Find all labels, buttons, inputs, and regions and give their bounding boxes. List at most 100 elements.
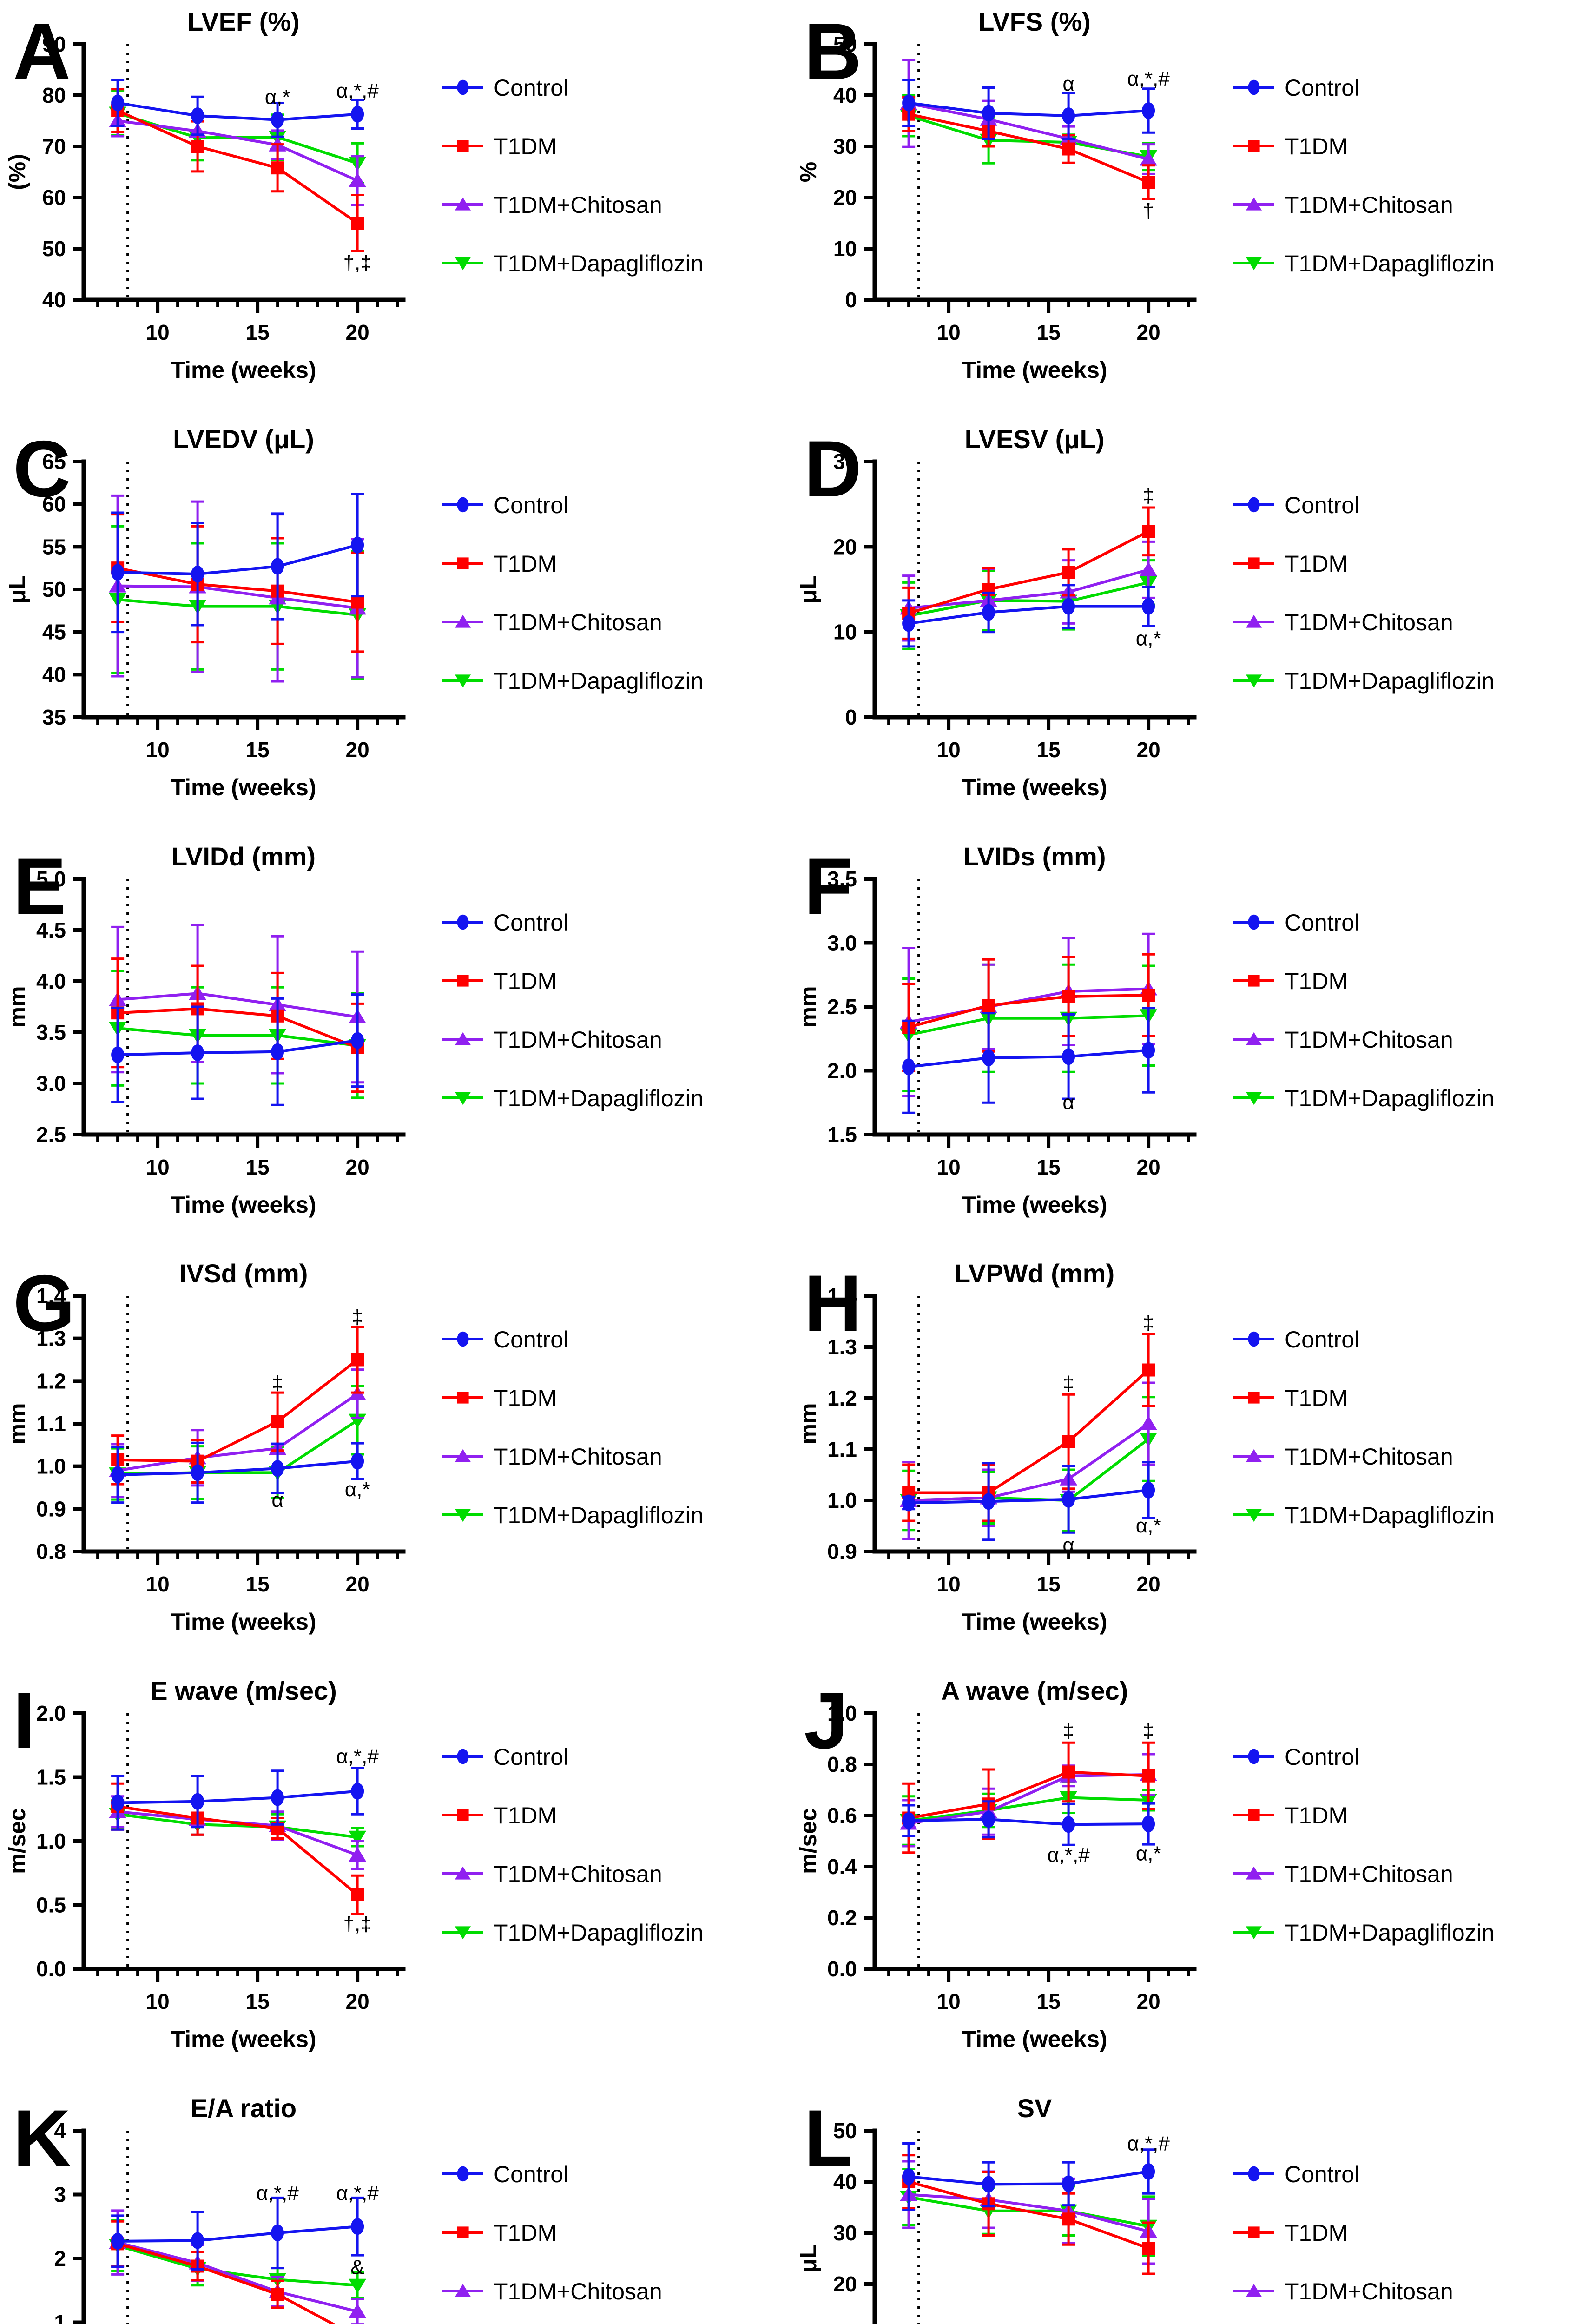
legend-item-T1DM+Dapagliflozin: T1DM+Dapagliflozin (442, 251, 704, 277)
legend-label: T1DM+Dapagliflozin (1285, 1502, 1495, 1528)
marker-circle (982, 1049, 995, 1066)
legend: ControlT1DMT1DM+ChitosanT1DM+Dapaglifloz… (442, 2161, 662, 2304)
y-tick-label: 2.0 (36, 1701, 66, 1725)
y-tick-label: 3.0 (827, 931, 857, 955)
legend-item-T1DM+Chitosan: T1DM+Chitosan (442, 192, 662, 218)
series-line (908, 102, 1149, 161)
series-line (908, 2170, 1149, 2186)
x-axis-label: Time (weeks) (962, 774, 1107, 800)
marker-triangle-up (1246, 1032, 1262, 1045)
axes (81, 877, 406, 1137)
series-line (908, 1770, 1149, 1820)
y-tick-label: 1.4 (827, 1284, 857, 1308)
marker-square (457, 1809, 469, 1821)
series-line (117, 2244, 358, 2287)
marker-square (1062, 142, 1075, 156)
marker-triangle-up (1140, 151, 1158, 166)
legend-item-T1DM+Dapagliflozin: T1DM+Dapagliflozin (442, 1085, 704, 1111)
legend-item-T1DM+Dapagliflozin: T1DM+Dapagliflozin (1233, 1502, 1495, 1528)
marker-triangle-up (1246, 1866, 1262, 1880)
marker-circle (457, 497, 469, 512)
marker-circle (351, 1783, 364, 1800)
x-tick-label: 10 (146, 1572, 170, 1596)
marker-square (1248, 1392, 1260, 1404)
legend-label: Control (494, 75, 568, 101)
panel-I: I E wave (m/sec) m/sec 0.0 0.5 1.0 1.5 2.0 10 15 2… (0, 1669, 791, 2086)
marker-square (457, 1392, 469, 1404)
marker-circle (1062, 2175, 1075, 2192)
marker-triangle-up (1246, 614, 1262, 628)
legend-item-T1DM: T1DM (442, 551, 557, 577)
y-tick-label: 50 (42, 577, 66, 601)
legend-label: Control (1285, 75, 1359, 101)
marker-circle (1142, 598, 1155, 615)
series-line (908, 993, 1149, 1029)
legend-item-T1DM+Chitosan: T1DM+Chitosan (1233, 1027, 1453, 1053)
panel-title: LVIDd (mm) (171, 842, 316, 871)
series-Control (111, 492, 364, 633)
panel-title: E wave (m/sec) (150, 1676, 337, 1705)
marker-circle (1062, 107, 1075, 124)
legend-item-T1DM+Dapagliflozin: T1DM+Dapagliflozin (1233, 1085, 1495, 1111)
marker-square (351, 595, 364, 609)
marker-circle (457, 914, 469, 930)
panel-letter: H (804, 1259, 862, 1348)
x-tick-label: 15 (1037, 1155, 1061, 1179)
y-axis-label: m/sec (4, 1808, 30, 1874)
marker-square (351, 1353, 364, 1367)
significance-annotation: †,‡ (343, 251, 372, 274)
series-Control (111, 1767, 364, 1831)
x-tick-label: 10 (146, 738, 170, 762)
marker-circle (982, 2176, 995, 2193)
y-tick-label: 35 (42, 705, 66, 729)
significance-annotation: α (271, 1489, 283, 1512)
legend-item-T1DM: T1DM (442, 2220, 557, 2246)
panel-F: F LVIDs (mm) mm 1.5 2.0 2.5 3.0 3.5 10 15 20 Time (… (791, 835, 1582, 1252)
legend-label: Control (1285, 1327, 1359, 1353)
y-tick-label: 0.5 (36, 1893, 66, 1917)
y-tick-label: 0 (845, 288, 857, 312)
marker-square (271, 1415, 284, 1428)
y-tick-label: 30 (833, 134, 857, 158)
legend-label: T1DM+Chitosan (494, 609, 662, 635)
x-tick-label: 20 (346, 1155, 369, 1179)
series-T1DM+Dapagliflozin (900, 1396, 1158, 1532)
significance-annotation: ‡ (352, 1306, 363, 1328)
series-line (117, 1007, 358, 1049)
legend-item-T1DM: T1DM (1233, 1802, 1348, 1829)
series-line (117, 1813, 358, 1839)
series-Control (902, 79, 1155, 140)
x-axis-label: Time (weeks) (171, 1609, 316, 1635)
marker-circle (351, 536, 364, 554)
y-tick-label: 50 (833, 32, 857, 56)
marker-triangle-up (455, 1449, 471, 1462)
legend-item-Control: Control (442, 2161, 568, 2187)
marker-circle (902, 2168, 916, 2185)
series-line (908, 530, 1149, 615)
y-tick-label: 4.0 (36, 969, 66, 993)
series-line (117, 2242, 336, 2324)
legend-label: T1DM (494, 551, 557, 577)
legend-label: T1DM (494, 968, 557, 994)
x-tick-label: 10 (146, 1155, 170, 1179)
panel-G-chart: G IVSd (mm) mm 0.8 0.9 1.0 1.1 1.2 1.3 1.4 10 15 20 T… (4, 1259, 704, 1635)
marker-triangle-up (1246, 2284, 1262, 2297)
marker-triangle-down (349, 2278, 367, 2293)
marker-triangle-down (1246, 674, 1262, 688)
marker-square (1248, 1809, 1260, 1821)
marker-triangle-down (349, 1830, 367, 1845)
significance-annotation: α,*,# (336, 2182, 379, 2205)
y-tick-label: 20 (833, 535, 857, 559)
significance-annotation: ‡ (1063, 1373, 1074, 1395)
marker-circle (191, 1464, 204, 1481)
marker-triangle-down (455, 1091, 471, 1105)
legend-item-Control: Control (1233, 910, 1359, 936)
legend-label: T1DM (494, 133, 557, 159)
axes (872, 877, 1197, 1137)
legend-label: Control (1285, 492, 1359, 518)
panel-C-chart: C LVEDV (μL) μL 35 40 45 50 55 60 65 10 15 20 Time (w… (4, 424, 704, 800)
y-tick-label: 3 (54, 2182, 66, 2206)
y-tick-label: 0.9 (36, 1497, 66, 1521)
panel-L: LSVμL01020304050101520Time (weeks)α,*,#C… (791, 2086, 1582, 2324)
legend: ControlT1DMT1DM+ChitosanT1DM+Dapaglifloz… (442, 1744, 704, 1946)
